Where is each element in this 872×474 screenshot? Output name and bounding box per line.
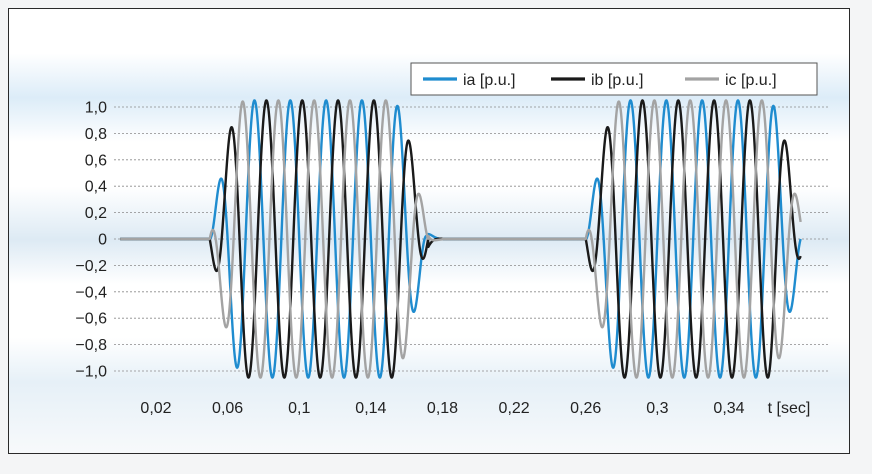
y-tick-label: −0,2 (75, 258, 107, 275)
y-tick-labels: 1,0 0,8 0,6 0,4 0,2 0 −0,2 −0,4 −0,6 −0,8 −1,0 (75, 100, 107, 381)
chart-panel: 1,0 0,8 0,6 0,4 0,2 0 −0,2 −0,4 −0,6 −0,8 −1,0 0,0… (8, 8, 850, 454)
y-tick-label: −0,8 (75, 337, 107, 354)
series-line-3 (119, 99, 802, 379)
y-tick-label: −1,0 (75, 364, 107, 381)
x-tick-label: 0,02 (140, 400, 171, 417)
y-tick-label: −0,4 (75, 284, 107, 301)
legend-label: ib [p.u.] (591, 72, 643, 89)
series-group (119, 99, 802, 379)
y-tick-label: 0,2 (85, 205, 107, 222)
legend-label: ic [p.u.] (725, 72, 777, 89)
x-tick-labels: 0,02 0,06 0,1 0,14 0,18 0,22 0,26 0,3 0,34 t [sec… (140, 400, 810, 417)
x-tick-label: 0,34 (713, 400, 744, 417)
x-tick-label: 0,14 (355, 400, 386, 417)
x-axis-label: t [sec] (768, 400, 811, 417)
y-tick-label: 0,8 (85, 126, 107, 143)
x-tick-label: 0,06 (212, 400, 243, 417)
x-tick-label: 0,3 (646, 400, 668, 417)
y-tick-label: 1,0 (85, 100, 107, 117)
legend-label: ia [p.u.] (463, 72, 515, 89)
x-tick-label: 0,26 (570, 400, 601, 417)
chart-svg: 1,0 0,8 0,6 0,4 0,2 0 −0,2 −0,4 −0,6 −0,8 −1,0 0,0… (75, 62, 829, 417)
x-tick-label: 0,22 (499, 400, 530, 417)
y-tick-label: 0,4 (85, 179, 107, 196)
y-tick-label: −0,6 (75, 311, 107, 328)
x-tick-label: 0,18 (427, 400, 458, 417)
legend-box (410, 62, 818, 96)
y-tick-label: 0,6 (85, 152, 107, 169)
legend: ia [p.u.] ib [p.u.] ic [p.u.] (410, 62, 818, 96)
x-tick-label: 0,1 (288, 400, 310, 417)
y-tick-label: 0 (98, 232, 107, 249)
